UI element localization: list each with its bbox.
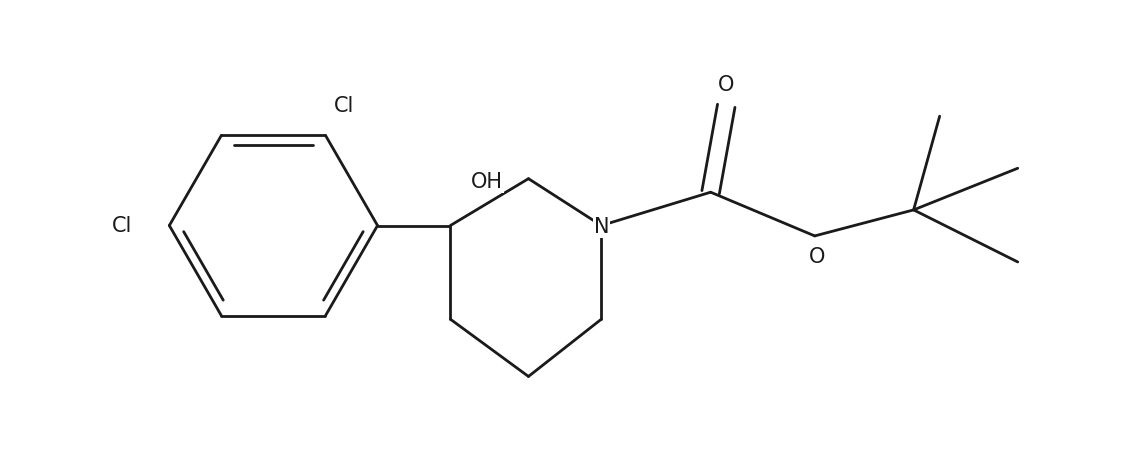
- Text: OH: OH: [471, 172, 503, 192]
- Text: Cl: Cl: [334, 96, 354, 116]
- Text: Cl: Cl: [112, 216, 133, 236]
- Text: O: O: [808, 247, 825, 267]
- Text: O: O: [718, 75, 734, 95]
- Text: N: N: [594, 217, 609, 237]
